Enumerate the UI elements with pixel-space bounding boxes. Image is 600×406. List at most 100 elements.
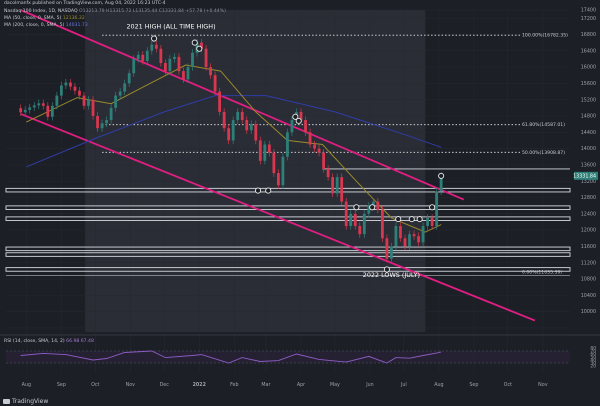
support-level-band [5, 252, 571, 257]
candle [145, 47, 149, 65]
candle [390, 242, 393, 263]
candle [123, 79, 127, 96]
candle [417, 232, 420, 246]
candle-body [313, 144, 316, 149]
candle-body [168, 58, 172, 72]
candle [109, 104, 113, 124]
support-level-band [5, 267, 571, 272]
candle-body [182, 71, 185, 80]
rsi-tick-label: 30 [590, 361, 596, 367]
price-tick-label: 13600 [581, 162, 596, 168]
price-tick-label: 12800 [581, 195, 596, 201]
candle-body [50, 105, 54, 117]
touch-marker [295, 117, 302, 124]
candle [362, 210, 366, 238]
candle-body [23, 109, 27, 113]
candle [267, 140, 271, 157]
candle [304, 116, 307, 136]
candle-body [353, 213, 357, 227]
candle-body [209, 67, 212, 76]
touch-marker [191, 39, 198, 46]
ohlc-values: O13213.79 H13315.72 L13135.44 C13331.84 … [79, 9, 226, 14]
candle-body [118, 91, 122, 96]
candle-body [426, 217, 429, 227]
candle [64, 78, 68, 90]
price-tick-label: 16400 [581, 48, 596, 54]
candle [100, 119, 104, 132]
candle [286, 128, 289, 161]
candle-body [263, 144, 267, 161]
time-axis[interactable]: Aug Sep Oct Nov Dec 2022 Feb Mar Apr May Jun Jul Aug… [22, 382, 548, 388]
price-tick-label: 11600 [581, 244, 596, 250]
time-tick-label: Jun [365, 382, 374, 388]
candle-body [276, 173, 280, 186]
candle [227, 124, 231, 145]
candle-body [28, 107, 32, 110]
ma200-line [26, 95, 442, 168]
time-tick-label: Oct [91, 382, 99, 388]
candle [132, 55, 136, 77]
symbol-legend[interactable]: Nasdaq 100 Index, 1D, NASDAQ O13213.79 H… [4, 9, 226, 15]
candle [209, 63, 212, 79]
ma50-legend[interactable]: MA (50, close, 0, SMA, 5) 12136.32 [4, 16, 85, 22]
shaded-zone [85, 10, 426, 332]
candle [408, 230, 411, 251]
candle [19, 104, 23, 116]
candle [191, 49, 194, 71]
candle-body [376, 201, 380, 210]
candle [426, 214, 429, 230]
candle-body [100, 123, 104, 129]
candle [394, 222, 398, 251]
candle-body [105, 120, 108, 124]
time-tick-label: Feb [230, 382, 239, 388]
candle [421, 222, 425, 246]
touch-marker [151, 35, 158, 42]
price-axis[interactable]: 17400 17200 16800 16400 16000 15600 15200 14800… [573, 8, 598, 316]
candle [317, 144, 321, 157]
price-tick-label: 13200 [581, 179, 596, 185]
price-tick-label: 14400 [581, 130, 596, 136]
price-tick-label: 16000 [581, 65, 596, 71]
channel-upper-line [20, 9, 465, 201]
time-tick-label: Dec [160, 382, 170, 388]
candle [32, 101, 36, 112]
ma50-value: 12136.32 [62, 16, 85, 21]
candle [367, 201, 371, 218]
candle-body [435, 191, 439, 227]
candle-body [394, 226, 398, 247]
candle-body [69, 82, 72, 87]
tradingview-logo-icon [3, 398, 10, 404]
candle-body [304, 120, 307, 133]
candle-body [141, 54, 145, 61]
candle-body [240, 111, 244, 121]
ma200-label: MA (200, close, 0, SMA, 5) [4, 23, 65, 28]
descending-channel [20, 9, 536, 322]
rsi-legend[interactable]: RSI (14, close, SMA, 14, 2) 66.98 67.48 [4, 339, 94, 345]
rsi-tick-label: 40 [590, 358, 596, 364]
candle [136, 51, 140, 63]
ma200-legend[interactable]: MA (200, close, 0, SMA, 5) 14031.73 [4, 23, 88, 29]
price-tick-label: 15600 [581, 81, 596, 87]
candle-body [236, 111, 240, 121]
symbol-name[interactable]: Nasdaq 100 Index, 1D, NASDAQ [4, 9, 78, 14]
tradingview-footer[interactable]: TradingView [3, 398, 48, 405]
candle [159, 45, 163, 67]
candle-body [132, 58, 136, 74]
price-tick-label: 10800 [581, 277, 596, 283]
candle [59, 81, 63, 100]
candle [254, 120, 258, 145]
candle [46, 102, 50, 121]
touch-marker [196, 45, 203, 52]
candle [69, 78, 72, 91]
candle-body [331, 177, 335, 194]
candle [258, 136, 262, 165]
candle-body [150, 44, 154, 51]
candle [353, 210, 357, 230]
candle-body [439, 175, 443, 192]
candle [78, 87, 81, 100]
candle-body [317, 148, 321, 153]
rsi-tick-label: 50 [590, 355, 596, 361]
candle [186, 63, 190, 83]
candle [331, 173, 335, 198]
candle-body [308, 132, 312, 145]
